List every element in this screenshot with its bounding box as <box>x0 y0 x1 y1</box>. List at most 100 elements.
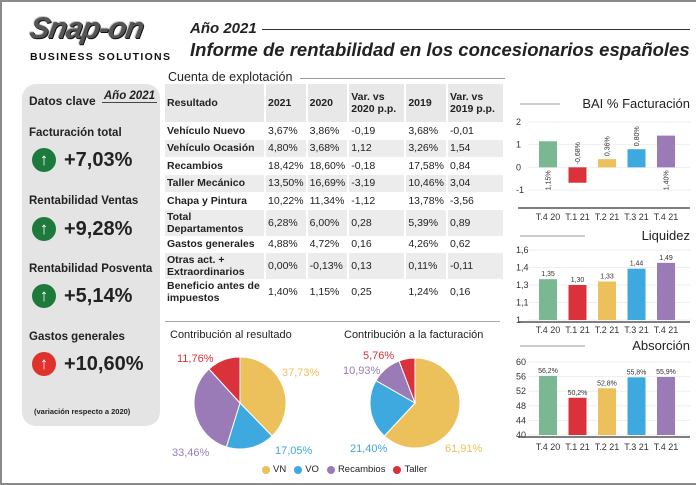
table-cell: 4,88% <box>265 235 308 253</box>
table-cell: -0,01 <box>446 122 506 140</box>
x-tick-label: T.3 21 <box>624 212 649 222</box>
table-row: Vehículo Nuevo 3,67% 3,86% -0,19 3,68% -0,01 <box>165 122 506 140</box>
y-tick-label: 2 <box>516 117 521 127</box>
table-cell: 3,68% <box>405 122 448 140</box>
pie-slice <box>239 356 287 437</box>
table-cell: 0,28 <box>348 209 407 236</box>
column-header: 2021 <box>265 84 308 122</box>
table-cell: 0,25 <box>348 279 407 305</box>
y-tick-label: 0 <box>516 162 521 172</box>
table-cell: 1,12 <box>348 139 407 157</box>
table-cell: 3,68% <box>306 139 350 157</box>
table-cell: 1,40% <box>265 279 308 305</box>
pie-data-label: 33,46% <box>172 447 210 459</box>
data-label: 1,40% <box>664 170 671 190</box>
x-tick-label: T.4 20 <box>536 442 561 450</box>
pie-data-label: 37,73% <box>282 367 320 379</box>
table-cell: 4,72% <box>306 235 350 253</box>
bar <box>657 262 675 320</box>
legend-swatch <box>262 465 270 474</box>
report-year: Año 2021 <box>190 20 257 37</box>
table-row: Gastos generales 4,88% 4,72% 0,16 4,26% 0,62 <box>165 235 506 253</box>
table-header: Resultado 2021 2020 Var. vs 2020 p.p. 2019 Va… <box>165 84 506 122</box>
bar-chart: Absorción 60 56 52 48 44 40 T.4 20 56,2% T.1 21 50… <box>516 338 690 450</box>
x-tick-label: T.2 21 <box>595 325 620 335</box>
table-cell: 16,69% <box>306 174 350 192</box>
bar <box>627 377 646 435</box>
x-tick-label: T.3 21 <box>624 442 649 450</box>
pie-chart: 61,91% 21,40% 10,93% 5,76% <box>343 350 483 455</box>
table-cell: -3,19 <box>348 174 407 192</box>
table-cell: Chapa y Pintura <box>165 192 266 210</box>
x-tick-label: T.1 21 <box>565 442 590 450</box>
pie-chart: 37,73% 17,05% 33,46% 11,76% <box>172 353 320 459</box>
table-row: Total Departamentos 6,28% 6,00% 0,28 5,39% 0,… <box>165 209 506 236</box>
pie-data-label: 5,76% <box>363 350 394 362</box>
y-tick-label: 44 <box>516 415 526 425</box>
bar <box>627 268 646 320</box>
bar <box>598 281 616 320</box>
arrow-up-icon: ↑ <box>32 217 56 241</box>
table-cell: 0,84 <box>446 157 506 175</box>
page-title: Informe de rentabilidad en los concesion… <box>190 39 690 60</box>
bar <box>539 141 557 168</box>
data-label: 56,2% <box>538 368 558 375</box>
kpi-label: Gastos generales <box>29 331 125 343</box>
pie-data-label: 61,91% <box>445 443 483 455</box>
table-cell: 0,89 <box>446 209 506 236</box>
data-label: 52,8% <box>597 380 617 387</box>
legend-label: VN <box>273 464 287 475</box>
y-tick-label: 1,1 <box>516 298 529 308</box>
x-tick-label: T.3 21 <box>624 325 649 335</box>
bar-charts: BAI % Facturación 2 1 0 -1 T.4 20 1,15% T.1 21 -… <box>516 96 690 450</box>
arrow-up-icon: ↑ <box>32 352 56 376</box>
table-cell: 4,80% <box>265 139 308 157</box>
y-tick-label: 1 <box>516 140 521 150</box>
key-data-panel: Datos clave Año 2021 Facturación total ↑ +… <box>22 84 160 426</box>
x-tick-label: T.4 21 <box>654 212 679 222</box>
table-cell: 0,00% <box>265 253 308 279</box>
table-cell: -0,13% <box>306 253 350 279</box>
table-cell: -0,19 <box>348 122 407 140</box>
y-tick-label: 60 <box>516 357 526 367</box>
column-header: Var. vs 2019 p.p. <box>446 84 506 122</box>
pie-slice <box>383 357 461 449</box>
data-label: 1,15% <box>546 170 553 190</box>
data-label: 50,2% <box>568 390 588 397</box>
table-cell: -0,11 <box>446 253 506 279</box>
bar <box>568 285 587 320</box>
table-cell: Gastos generales <box>165 235 266 253</box>
table-cell: Recambios <box>165 157 266 175</box>
table-cell: 3,86% <box>306 122 350 140</box>
data-label: -0,68% <box>575 142 582 164</box>
legend-item: Recambios <box>326 464 385 475</box>
data-label: 0,36% <box>605 136 612 156</box>
table-cell: Total Departamentos <box>165 209 266 236</box>
snap-on-logo: Snap-on <box>27 12 146 45</box>
kpi-value: +5,14% <box>64 284 133 307</box>
x-tick-label: T.1 21 <box>565 212 590 222</box>
chart-title: Absorción <box>632 338 690 353</box>
bar-chart: Liquidez 1,6 1,4 1,3 1,1 1 T.4 20 1,35 T.1 21 1,3… <box>516 228 690 335</box>
y-tick-label: 52 <box>516 386 526 396</box>
pie-title-result: Contribución al resultado <box>170 329 292 341</box>
income-statement-table: Resultado 2021 2020 Var. vs 2020 p.p. 2019 Va… <box>165 84 506 305</box>
kpi-value-row: ↑ +10,60% <box>32 352 144 376</box>
table-cell: 6,00% <box>306 209 350 236</box>
pie-data-label: 21,40% <box>350 443 388 455</box>
table-cell: Beneficio antes de impuestos <box>165 279 266 305</box>
data-label: 1,30 <box>571 277 585 284</box>
y-tick-label: 1,3 <box>516 280 529 290</box>
table-cell: 1,54 <box>446 139 506 157</box>
pie-slice <box>369 379 416 437</box>
table-cell: 3,04 <box>446 174 506 192</box>
legend-item: VN <box>262 464 286 475</box>
y-tick-label: -1 <box>516 185 524 195</box>
table-cell: -0,18 <box>348 157 407 175</box>
data-label: 55,8% <box>627 369 647 376</box>
column-header: 2019 <box>405 84 448 122</box>
table-row: Recambios 18,42% 18,60% -0,18 17,58% 0,84 <box>165 157 506 175</box>
key-data-year: Año 2021 <box>101 90 157 103</box>
y-tick-label: 48 <box>516 401 526 411</box>
arrow-up-icon: ↑ <box>32 284 56 308</box>
